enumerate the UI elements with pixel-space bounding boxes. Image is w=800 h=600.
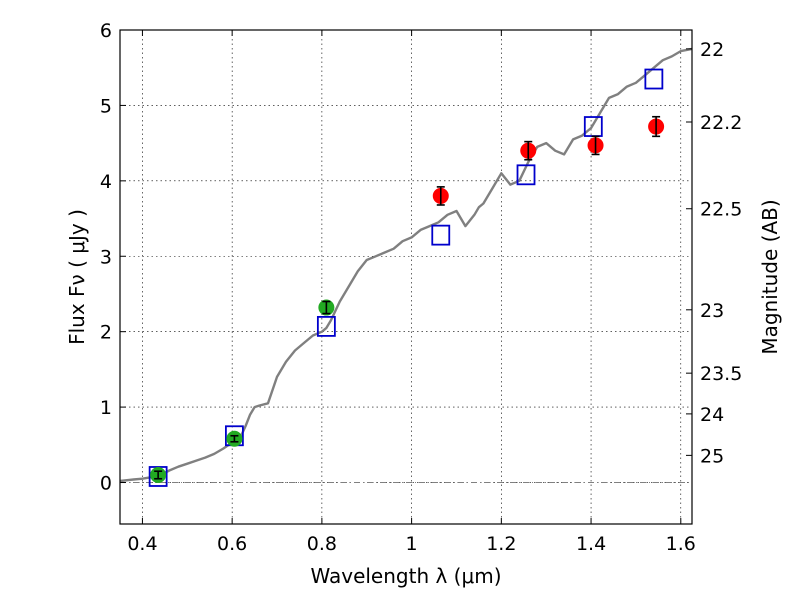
error-bar — [652, 115, 661, 138]
tick-layer: 0.4 0.6 0.8 1 1.2 1.4 1.601234562222.222.52323… — [100, 20, 742, 555]
x-tick-label: 0.8 — [307, 533, 337, 555]
y-axis-label: Flux Fν ( μJy ) — [65, 209, 89, 345]
y2-axis-label: Magnitude (AB) — [758, 199, 782, 354]
error-bar — [230, 434, 239, 443]
x-tick-label: 0.6 — [217, 533, 247, 555]
x-tick-label: 1 — [406, 533, 418, 555]
y2-tick-label: 25 — [700, 445, 724, 467]
model-square-marker — [644, 68, 664, 90]
y2-tick-label: 22.5 — [700, 199, 742, 221]
y-tick-label: 4 — [100, 171, 112, 193]
model-square-marker — [316, 315, 336, 337]
error-bar — [436, 186, 445, 206]
data-layer — [119, 47, 693, 487]
y-tick-label: 2 — [100, 322, 112, 344]
spectrum-line — [119, 47, 693, 483]
x-tick-label: 1.6 — [666, 533, 696, 555]
error-bar — [524, 140, 533, 161]
plot-frame — [119, 29, 693, 525]
y2-tick-label: 22 — [700, 39, 724, 61]
x-tick-label: 1.4 — [576, 533, 606, 555]
y2-tick-label: 23.5 — [700, 363, 742, 385]
x-tick-label: 0.4 — [127, 533, 157, 555]
y2-tick-label: 23 — [700, 300, 724, 322]
y-tick-label: 5 — [100, 95, 112, 117]
y-tick-label: 3 — [100, 246, 112, 268]
y-tick-label: 6 — [100, 20, 112, 42]
y2-tick-label: 22.2 — [700, 112, 742, 134]
x-axis-label: Wavelength λ (μm) — [310, 564, 501, 588]
y2-tick-label: 24 — [700, 404, 724, 426]
model-square-marker — [431, 224, 451, 246]
error-bar — [591, 135, 600, 156]
y-tick-label: 0 — [100, 473, 112, 495]
error-bar — [322, 300, 331, 315]
error-bar — [154, 470, 163, 480]
x-tick-label: 1.2 — [486, 533, 516, 555]
model-square-marker — [516, 164, 536, 186]
y-tick-label: 1 — [100, 397, 112, 419]
